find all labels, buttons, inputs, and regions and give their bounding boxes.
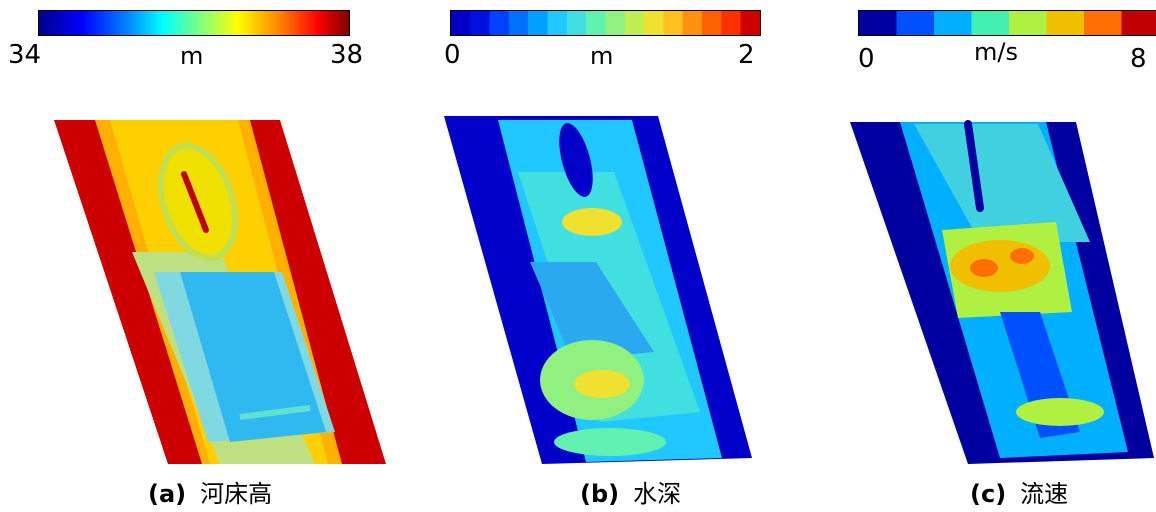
colorbar-max-label: 2 [738, 40, 755, 70]
caption-text: 河床高 [200, 480, 273, 508]
colorbar-unit-label: m [590, 42, 614, 70]
caption-c: (c) 流速 [970, 474, 1068, 509]
panel-flow-velocity: 0 m/s 8 (c) 流速 [800, 0, 1156, 512]
caption-label: (a) [148, 480, 187, 508]
colorbar-max-label: 38 [330, 40, 364, 70]
colorbar-min-label: 34 [8, 40, 42, 70]
colorbar-max-label: 8 [1130, 44, 1147, 74]
caption-a: (a) 河床高 [148, 474, 272, 509]
caption-label: (c) [970, 480, 1007, 508]
caption-b: (b) 水深 [580, 474, 681, 509]
colorbar-water-depth [450, 10, 761, 36]
colorbar-min-label: 0 [444, 40, 461, 70]
caption-text: 水深 [633, 480, 682, 508]
caption-label: (b) [580, 480, 620, 508]
colorbar-min-label: 0 [858, 44, 875, 74]
bed-elevation-map [54, 120, 386, 464]
colorbar-unit-label: m [180, 42, 204, 70]
flow-velocity-map [850, 120, 1154, 464]
colorbar-unit-label: m/s [974, 38, 1018, 66]
water-depth-map [444, 116, 752, 464]
colorbar-bed-elevation [38, 10, 350, 36]
panel-bed-elevation: 34 m 38 (a) 河床高 [0, 0, 386, 512]
panel-water-depth: 0 m 2 (b) 水深 [400, 0, 780, 512]
colorbar-flow-velocity [858, 10, 1156, 36]
caption-text: 流速 [1020, 480, 1069, 508]
